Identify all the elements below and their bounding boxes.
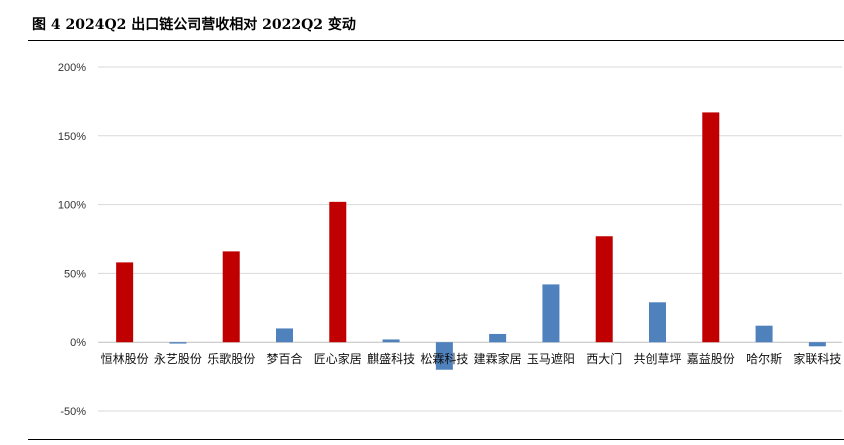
bar — [542, 284, 560, 343]
y-tick-label: 50% — [64, 268, 86, 280]
category-label: 家联科技 — [793, 351, 841, 366]
bar — [329, 201, 347, 343]
category-label: 哈尔斯 — [746, 351, 782, 366]
bar — [276, 328, 293, 343]
category-label: 共创草坪 — [633, 352, 681, 366]
bar — [649, 302, 666, 343]
bar — [489, 333, 507, 343]
bar — [116, 262, 134, 343]
category-label: 玉马遮阳 — [527, 351, 575, 366]
category-label: 匠心家居 — [314, 351, 362, 366]
category-label: 松霖科技 — [420, 352, 468, 366]
category-label: 梦百合 — [266, 351, 302, 366]
category-label: 西大门 — [586, 351, 622, 366]
y-tick-label: -50% — [60, 406, 86, 418]
bar — [755, 325, 773, 343]
bar — [595, 236, 613, 343]
bar — [169, 342, 187, 344]
y-tick-label: 0% — [70, 337, 86, 349]
category-label: 恒林股份 — [101, 352, 149, 366]
title-rule — [28, 40, 844, 41]
y-tick-label: 150% — [58, 131, 86, 143]
category-label: 麒盛科技 — [367, 351, 415, 366]
category-label: 建霖家居 — [474, 351, 522, 366]
category-label: 嘉益股份 — [687, 352, 735, 366]
bar — [382, 339, 400, 343]
bar — [808, 342, 826, 347]
bottom-rule — [28, 439, 844, 440]
category-label: 永艺股份 — [154, 352, 202, 366]
category-label: 乐歌股份 — [207, 351, 255, 366]
bar — [222, 251, 240, 343]
bar — [702, 112, 720, 343]
y-tick-labels: -50% 0% 50% 100% 150% 200% — [58, 62, 86, 418]
bars — [116, 112, 826, 370]
category-labels: 恒林股份 永艺股份 乐歌股份 梦百合 匠心家居 麒盛科技 松霖科技 建霖家居 玉马遮阳 西大门 共创… — [101, 351, 842, 366]
gridlines — [98, 66, 842, 412]
y-tick-label: 200% — [58, 62, 86, 74]
y-tick-label: 100% — [58, 200, 86, 212]
bar — [435, 342, 453, 370]
figure-title: 图 4 2024Q2 出口链公司营收相对 2022Q2 变动 — [32, 17, 356, 33]
